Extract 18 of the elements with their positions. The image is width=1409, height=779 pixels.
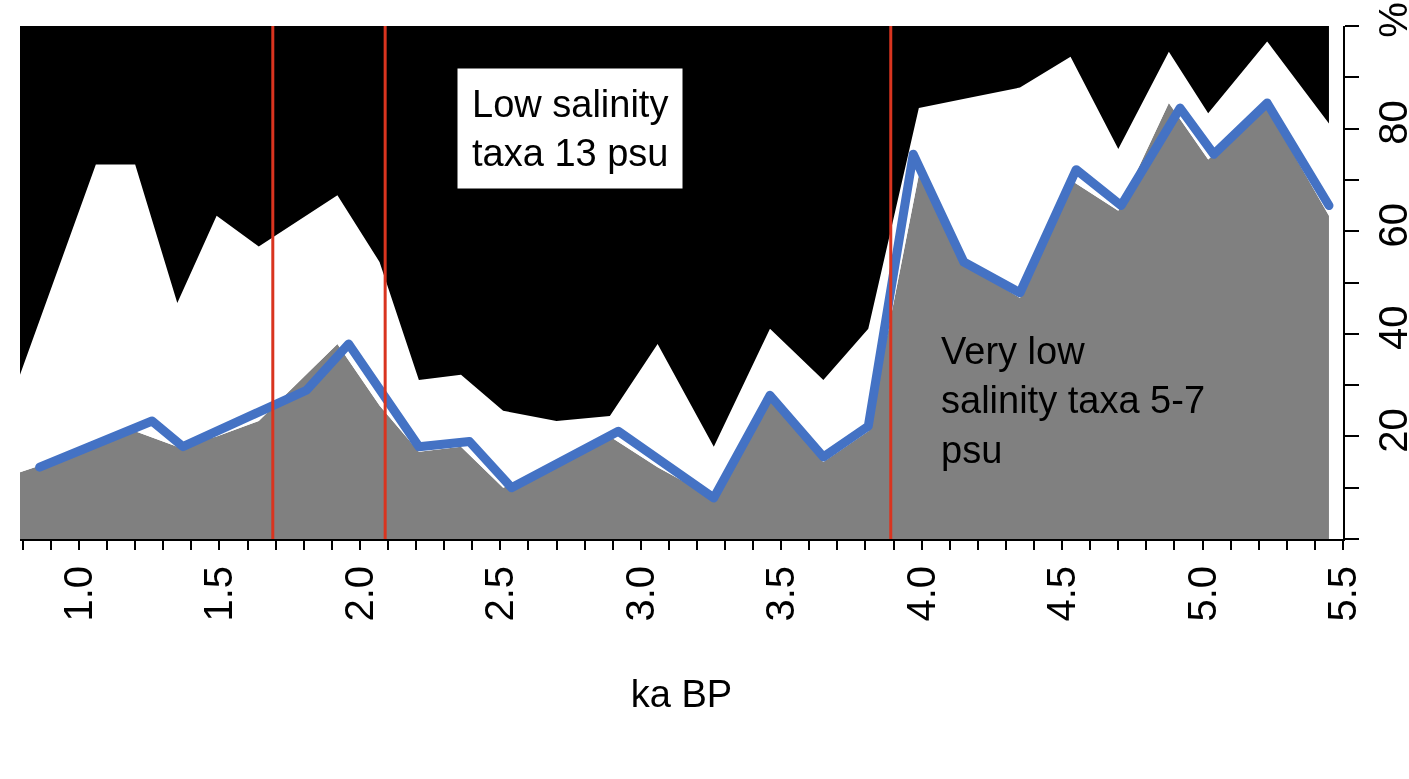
x-tick-label: 2.0 xyxy=(336,566,381,622)
x-tick-label: 5.0 xyxy=(1179,566,1224,622)
x-tick-label: 3.5 xyxy=(758,566,803,622)
y-tick-label: 40 xyxy=(1371,305,1409,351)
x-tick-label: 1.0 xyxy=(55,566,100,622)
y-tick-label: 20 xyxy=(1371,408,1409,453)
x-tick-label: 1.5 xyxy=(196,566,241,622)
y-tick-label: 80 xyxy=(1371,100,1409,145)
x-axis-title: ka BP xyxy=(630,673,733,716)
x-tick-label: 3.0 xyxy=(617,566,662,622)
x-tick-label: 2.5 xyxy=(477,566,522,622)
x-tick-label: 4.0 xyxy=(898,566,943,622)
x-tick-label: 4.5 xyxy=(1039,566,1084,622)
annotation: Low salinity taxa 13 psu xyxy=(472,83,669,175)
y-tick-label: % xyxy=(1371,2,1409,38)
y-tick-label: 60 xyxy=(1371,202,1409,248)
x-tick-label: 5.5 xyxy=(1320,566,1364,622)
annotation: Very low salinity taxa 5-7 psu xyxy=(941,330,1206,471)
